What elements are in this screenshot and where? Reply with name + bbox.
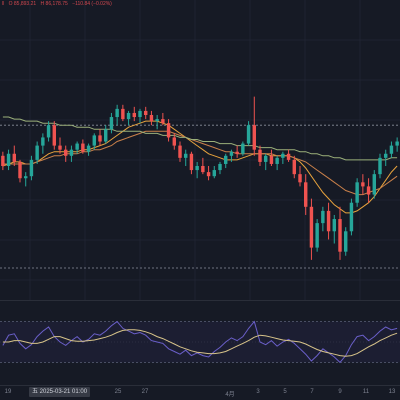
- time-axis-label: 7: [310, 389, 314, 395]
- candle-body: [161, 119, 165, 124]
- candle-body: [75, 143, 79, 150]
- candle-body: [378, 157, 382, 175]
- candle-body: [178, 145, 182, 158]
- candle-body: [389, 145, 394, 154]
- candle-body: [138, 110, 142, 118]
- candle-body: [184, 153, 188, 158]
- candle-body: [224, 155, 228, 164]
- candle-body: [126, 112, 131, 120]
- oscillator-line: [2, 320, 398, 364]
- candle-body: [286, 153, 291, 160]
- candle-body: [298, 174, 302, 183]
- time-axis-label: 4月: [225, 392, 235, 398]
- candle-body: [252, 125, 256, 150]
- candle-body: [241, 143, 245, 154]
- candle-body: [52, 125, 56, 146]
- candle-body: [332, 219, 336, 232]
- candle-body: [384, 153, 388, 158]
- candle-body: [338, 219, 342, 252]
- time-axis-label: 13: [388, 389, 396, 395]
- candle-body: [24, 176, 28, 179]
- candle-body: [29, 159, 34, 177]
- candle-body: [104, 129, 108, 142]
- candle-body: [132, 112, 136, 118]
- candle-body: [6, 153, 11, 166]
- candle-body: [92, 135, 96, 146]
- candle-body: [258, 149, 262, 162]
- candle-body: [166, 123, 171, 138]
- candle-body: [275, 157, 279, 164]
- candle-body: [355, 182, 359, 203]
- candle-body: [395, 141, 399, 146]
- crosshair-time-label: 五 2025-03-21 01:00: [29, 387, 91, 397]
- legend-open: O 85,893.21: [8, 1, 37, 7]
- legend-series-tag: ll: [2, 1, 5, 7]
- candle-body: [212, 170, 216, 177]
- candle-body: [64, 149, 68, 156]
- moving-average-line: [2, 130, 398, 196]
- time-axis-label: 9: [338, 389, 342, 395]
- moving-average-line: [2, 120, 398, 214]
- oscillator-line: [2, 329, 398, 357]
- candle-body: [326, 210, 331, 232]
- candle-body: [281, 153, 285, 158]
- time-axis-label: 3: [256, 389, 260, 395]
- candle-body: [269, 155, 274, 164]
- candle-body: [361, 182, 365, 187]
- candle-body: [235, 151, 239, 154]
- candle-body: [86, 145, 91, 152]
- legend-high-low: H 86,178.75: [40, 1, 68, 7]
- moving-average-line: [2, 116, 398, 161]
- ohlc-legend: ll O 85,893.21 H 86,178.75 −110.84 (−0.0…: [2, 1, 115, 11]
- candle-body: [81, 143, 85, 152]
- candle-body: [41, 137, 45, 146]
- candle-body: [206, 172, 211, 177]
- candle-body: [18, 161, 22, 179]
- legend-change: −110.84 (−0.02%): [72, 1, 112, 7]
- oscillator-pane[interactable]: [0, 300, 400, 386]
- candle-body: [46, 125, 51, 138]
- time-axis-label: 27: [141, 389, 149, 395]
- candle-body: [229, 151, 234, 156]
- time-axis-label: 25: [114, 389, 122, 395]
- candle-body: [264, 155, 268, 162]
- candle-body: [344, 231, 348, 252]
- candle-body: [292, 159, 296, 175]
- candle-body: [155, 119, 159, 122]
- candle-body: [218, 163, 222, 171]
- time-axis-label: 19: [4, 389, 12, 395]
- candle-body: [12, 153, 16, 162]
- time-axis-label: 11: [362, 389, 370, 395]
- candle-body: [195, 166, 199, 171]
- candle-body: [149, 115, 154, 122]
- candle-body: [58, 145, 62, 150]
- time-axis-label: 5: [283, 389, 287, 395]
- candle-body: [35, 145, 39, 160]
- candle-body: [1, 155, 5, 166]
- candle-body: [69, 149, 74, 156]
- candle-body: [201, 166, 205, 173]
- candle-body: [309, 206, 314, 248]
- candle-body: [121, 108, 125, 120]
- price-chart-pane[interactable]: [0, 0, 400, 300]
- candle-body: [349, 202, 354, 232]
- candle-body: [115, 108, 119, 118]
- candle-body: [109, 117, 114, 130]
- candle-body: [98, 135, 102, 142]
- candle-body: [246, 125, 251, 144]
- candle-body: [372, 174, 376, 195]
- candle-body: [321, 210, 325, 224]
- candle-body: [144, 110, 148, 115]
- candle-body: [172, 137, 176, 146]
- candle-body: [304, 182, 308, 207]
- candle-body: [189, 153, 194, 171]
- candle-body: [366, 186, 371, 195]
- candle-body: [315, 223, 319, 248]
